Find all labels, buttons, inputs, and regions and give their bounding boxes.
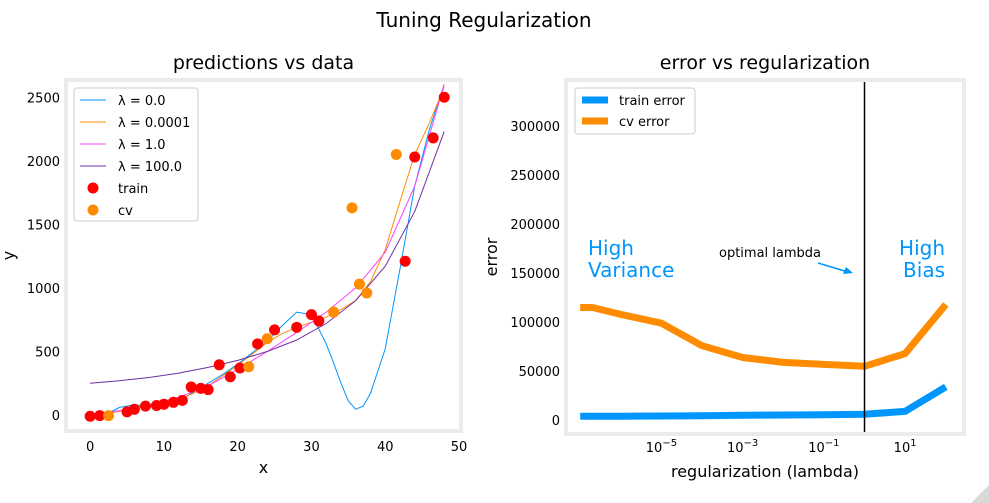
legend-label: train error bbox=[619, 94, 686, 109]
train-point bbox=[176, 394, 188, 406]
train-point bbox=[313, 315, 325, 327]
optimal-lambda-annotation: optimal lambda bbox=[719, 246, 821, 261]
x-tick-label: 40 bbox=[377, 440, 394, 455]
cv-point bbox=[361, 287, 373, 299]
train-point bbox=[158, 398, 170, 410]
cv-point bbox=[328, 306, 340, 318]
train-point bbox=[234, 362, 246, 374]
x-tick-label: 50 bbox=[451, 440, 468, 455]
y-tick-label: 300000 bbox=[510, 120, 560, 135]
train-point bbox=[224, 371, 236, 383]
x-tick-label: 10 bbox=[156, 440, 173, 455]
x-tick-label: 10−1 bbox=[808, 438, 839, 456]
tick-base: 10 bbox=[808, 441, 825, 456]
high-variance-annotation: High Variance bbox=[588, 236, 674, 282]
annotation-arrow bbox=[817, 262, 849, 273]
tick-base: 10 bbox=[646, 441, 663, 456]
cv-point bbox=[261, 333, 273, 345]
y-tick-label: 0 bbox=[552, 414, 560, 429]
tick-exponent: −1 bbox=[825, 438, 840, 449]
y-axis-label: y bbox=[0, 251, 18, 260]
train-point bbox=[213, 359, 225, 371]
y-tick-label: 2000 bbox=[27, 155, 60, 170]
train-point bbox=[84, 410, 96, 422]
legend-label: cv bbox=[118, 204, 133, 219]
y-tick-label: 1000 bbox=[27, 282, 60, 297]
train-point bbox=[185, 381, 197, 393]
train-point bbox=[427, 132, 439, 144]
y-tick-label: 100000 bbox=[510, 316, 560, 331]
cv-point bbox=[346, 202, 358, 214]
x-tick-label: 10−5 bbox=[646, 438, 677, 456]
annotation-line: Bias bbox=[903, 258, 945, 282]
train-point bbox=[167, 396, 179, 408]
y-tick-label: 200000 bbox=[510, 218, 560, 233]
tick-base: 10 bbox=[894, 441, 911, 456]
legend-swatch bbox=[87, 182, 99, 194]
train-point bbox=[438, 91, 450, 103]
y-tick-label: 1500 bbox=[27, 218, 60, 233]
cv-point bbox=[103, 410, 115, 422]
series-line-3 bbox=[90, 131, 445, 384]
y-tick-label: 500 bbox=[35, 345, 60, 360]
y-tick-label: 2500 bbox=[27, 91, 60, 106]
train-point bbox=[202, 384, 214, 396]
x-axis-label: x bbox=[259, 458, 268, 477]
y-tick-label: 250000 bbox=[510, 169, 560, 184]
tick-exponent: 1 bbox=[910, 438, 916, 449]
plot-frame bbox=[564, 78, 966, 436]
y-axis-label: error bbox=[482, 237, 501, 276]
annotation-arrow-head bbox=[843, 267, 853, 274]
annotation-line: Variance bbox=[588, 258, 674, 282]
tick-exponent: −5 bbox=[662, 438, 677, 449]
y-tick-label: 50000 bbox=[519, 365, 560, 380]
train-point bbox=[252, 338, 264, 350]
legend-label: λ = 0.0 bbox=[118, 94, 166, 109]
series-line-0 bbox=[580, 383, 948, 420]
tick-base: 10 bbox=[727, 441, 744, 456]
cv-point bbox=[353, 278, 365, 290]
annotation-line: High bbox=[899, 236, 945, 260]
train-point bbox=[139, 400, 151, 412]
legend-box bbox=[73, 87, 199, 222]
plot-title: error vs regularization bbox=[660, 52, 870, 74]
legend-swatch bbox=[87, 204, 99, 216]
plot-error-regularization: error vs regularization regularization (l… bbox=[482, 52, 966, 481]
legend-label: λ = 100.0 bbox=[118, 160, 182, 175]
cv-point bbox=[243, 361, 255, 373]
high-bias-annotation: High Bias bbox=[899, 236, 945, 282]
y-tick-label: 150000 bbox=[510, 267, 560, 282]
legend-label: train bbox=[118, 182, 148, 197]
plot-frame bbox=[64, 78, 463, 433]
x-tick-label: 20 bbox=[229, 440, 246, 455]
x-tick-label: 101 bbox=[894, 438, 917, 456]
y-tick-label: 0 bbox=[52, 409, 60, 424]
train-point bbox=[305, 309, 317, 321]
x-axis-label: regularization (lambda) bbox=[671, 462, 859, 481]
train-point bbox=[291, 321, 303, 333]
plot-title: predictions vs data bbox=[173, 52, 354, 74]
cv-point bbox=[390, 148, 402, 160]
figure-suptitle: Tuning Regularization bbox=[375, 8, 591, 32]
x-tick-label: 30 bbox=[303, 440, 320, 455]
train-point bbox=[94, 410, 106, 422]
series-line-1 bbox=[580, 302, 949, 370]
train-point bbox=[409, 151, 421, 163]
train-point bbox=[128, 403, 140, 415]
tick-exponent: −3 bbox=[744, 438, 759, 449]
train-point bbox=[399, 255, 411, 267]
resize-grip[interactable] bbox=[971, 485, 989, 503]
annotation-line: High bbox=[588, 236, 634, 260]
legend-label: λ = 0.0001 bbox=[118, 116, 190, 131]
train-point bbox=[269, 324, 281, 336]
x-tick-label: 10−3 bbox=[727, 438, 758, 456]
legend-label: cv error bbox=[619, 115, 670, 130]
x-tick-label: 0 bbox=[86, 440, 94, 455]
legend-label: λ = 1.0 bbox=[118, 138, 166, 153]
legend: λ = 0.0 λ = 0.0001 λ = 1.0 λ = 100.0 train cv bbox=[73, 87, 199, 222]
legend: train error cv error bbox=[574, 87, 696, 135]
